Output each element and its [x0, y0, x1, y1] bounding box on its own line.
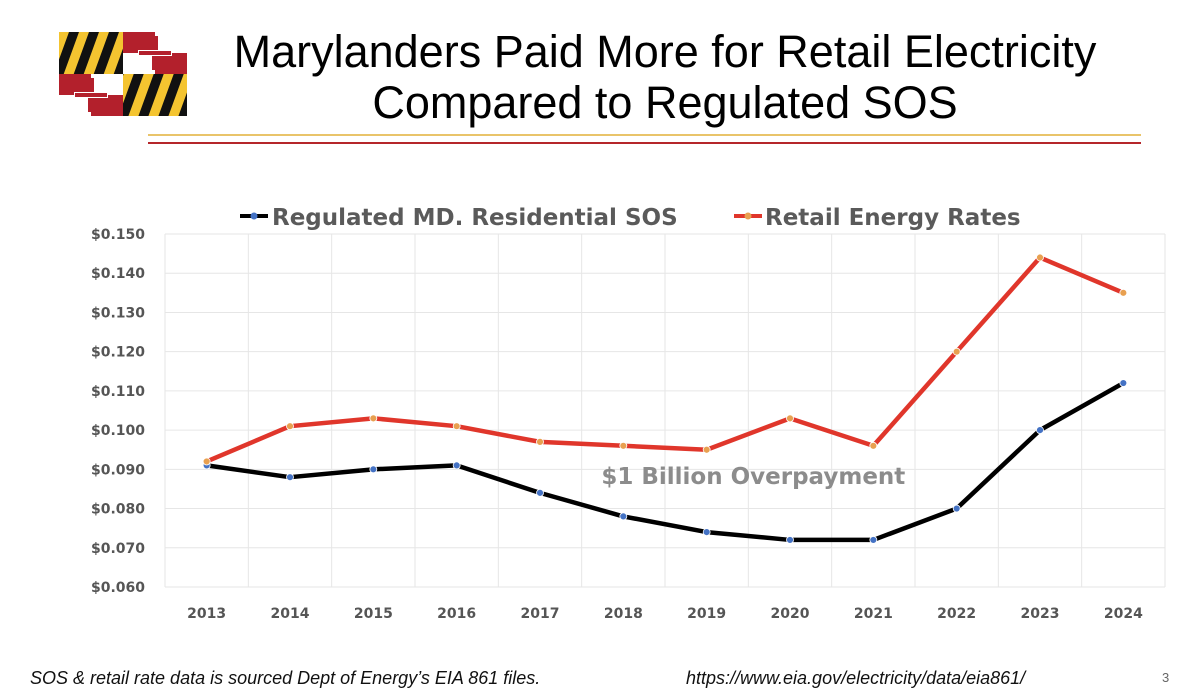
title-line-1: Marylanders Paid More for Retail Electri… [233, 26, 1097, 77]
title-rule-gold [148, 134, 1141, 136]
slide-title: Marylanders Paid More for Retail Electri… [190, 26, 1140, 128]
x-tick-label: 2015 [354, 606, 393, 622]
series-line-sos [204, 380, 1126, 543]
legend-marker-sos [250, 212, 258, 220]
overpayment-annotation: $1 Billion Overpayment [601, 464, 905, 490]
x-tick-label: 2024 [1104, 606, 1143, 622]
data-point-sos [619, 512, 628, 521]
data-point-retail [1119, 288, 1128, 297]
y-tick-label: $0.070 [91, 541, 145, 557]
data-point-sos [536, 488, 544, 497]
series-line-retail [204, 255, 1126, 464]
series-markers [202, 253, 1128, 544]
y-tick-label: $0.100 [91, 423, 145, 439]
data-point-sos [786, 536, 794, 544]
title-rule-red [148, 142, 1141, 144]
data-point-sos [1119, 379, 1128, 387]
data-point-retail [786, 414, 794, 423]
data-point-sos [1036, 426, 1044, 435]
line-chart: $0.060 $0.070 $0.080 $0.090 $0.100 $0.110 $0.1… [91, 205, 1166, 622]
data-point-retail [536, 437, 544, 446]
data-point-sos [952, 504, 961, 513]
data-point-retail [952, 347, 961, 356]
y-tick-label: $0.120 [91, 345, 145, 361]
x-tick-label: 2017 [521, 606, 560, 622]
data-point-sos [452, 461, 461, 470]
source-url: https://www.eia.gov/electricity/data/eia… [686, 668, 1026, 688]
y-tick-label: $0.110 [91, 384, 145, 400]
x-tick-label: 2013 [187, 606, 226, 622]
y-tick-label: $0.080 [91, 502, 145, 518]
data-point-retail [202, 457, 211, 466]
x-tick-label: 2021 [854, 606, 893, 622]
legend-marker-retail [744, 212, 752, 220]
y-tick-label: $0.090 [91, 462, 145, 478]
flag-calvert-quadrant [123, 74, 187, 116]
series-lines [204, 255, 1126, 543]
flag-calvert-quadrant [59, 32, 123, 74]
maryland-flag-icon [59, 32, 187, 116]
x-tick-label: 2018 [604, 606, 643, 622]
data-point-retail [702, 445, 711, 454]
data-point-retail [869, 441, 878, 450]
flag-crossland-quadrant [59, 74, 123, 116]
data-point-retail [369, 414, 378, 423]
legend-label-retail: Retail Energy Rates [765, 205, 1021, 231]
data-point-retail [286, 422, 294, 431]
x-tick-label: 2016 [437, 606, 476, 622]
legend: Regulated MD. Residential SOS Retail Ene… [240, 205, 1021, 231]
y-tick-label: $0.130 [91, 305, 145, 321]
y-tick-label: $0.060 [91, 580, 145, 596]
source-note: SOS & retail rate data is sourced Dept o… [30, 668, 541, 688]
x-tick-label: 2020 [771, 606, 810, 622]
data-point-sos [286, 473, 294, 482]
x-tick-label: 2023 [1021, 606, 1060, 622]
x-axis-tick-labels: 2013 2014 2015 2016 2017 2018 2019 2020 2021 2022… [187, 606, 1143, 622]
x-tick-label: 2014 [271, 606, 310, 622]
data-point-sos [702, 528, 711, 536]
legend-entry-retail: Retail Energy Rates [734, 205, 1021, 231]
legend-entry-sos: Regulated MD. Residential SOS [240, 205, 678, 231]
y-tick-label: $0.140 [91, 266, 145, 282]
data-point-sos [869, 536, 878, 544]
y-axis-tick-labels: $0.060 $0.070 $0.080 $0.090 $0.100 $0.110 $0.1… [91, 227, 145, 596]
data-point-retail [452, 422, 461, 431]
flag-crossland-quadrant [123, 32, 187, 74]
x-tick-label: 2019 [687, 606, 726, 622]
grid-layer [164, 233, 1166, 588]
y-tick-label: $0.150 [91, 227, 145, 243]
legend-label-sos: Regulated MD. Residential SOS [272, 205, 678, 231]
data-point-retail [1036, 253, 1044, 262]
title-line-2: Compared to Regulated SOS [372, 77, 958, 128]
data-point-sos [369, 465, 378, 474]
data-point-retail [619, 441, 628, 450]
x-tick-label: 2022 [937, 606, 976, 622]
page-number: 3 [1162, 670, 1170, 685]
